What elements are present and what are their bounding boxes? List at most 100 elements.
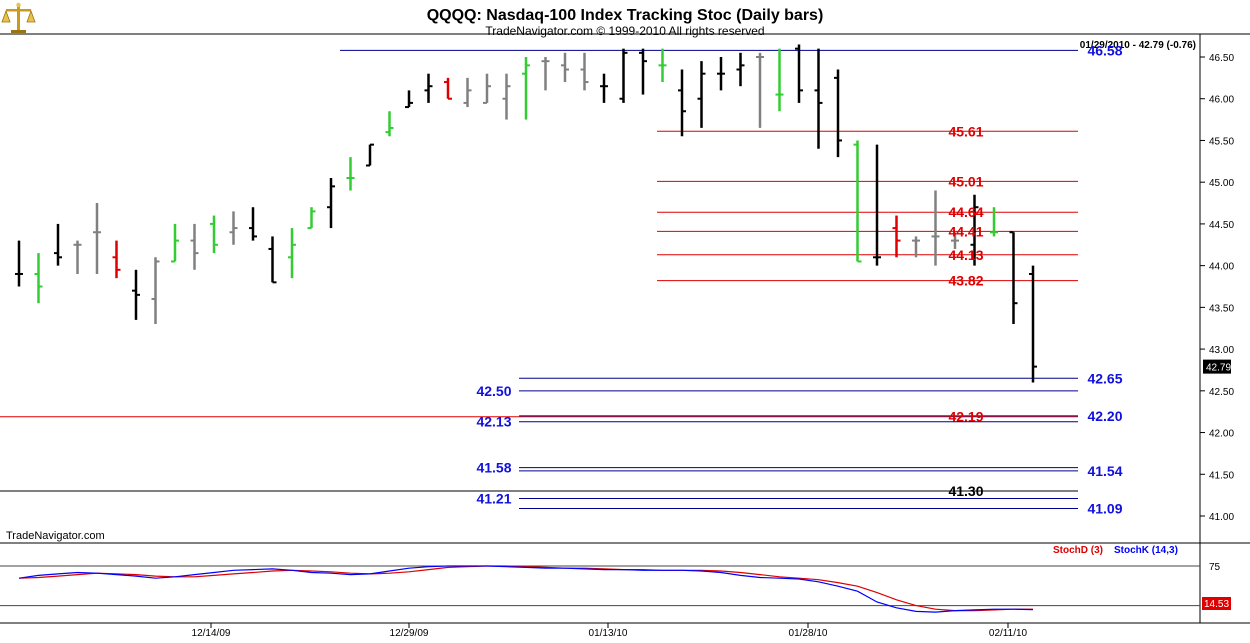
ohlc-bar bbox=[93, 203, 101, 274]
ohlc-bar bbox=[834, 69, 842, 158]
ohlc-bar bbox=[717, 57, 725, 91]
level-label: 41.54 bbox=[1087, 463, 1122, 479]
level-label: 44.13 bbox=[948, 247, 983, 263]
balance-scale-logo-icon bbox=[1, 2, 36, 33]
watermark: TradeNavigator.com bbox=[6, 530, 105, 542]
ohlc-bar bbox=[210, 215, 218, 254]
level-label: 43.82 bbox=[948, 273, 983, 289]
y-tick-label: 45.50 bbox=[1209, 136, 1234, 147]
stoch-value-label: 14.53 bbox=[1204, 599, 1229, 610]
x-tick-label: 01/28/10 bbox=[789, 628, 828, 639]
ohlc-bar bbox=[541, 57, 550, 91]
ohlc-bar bbox=[639, 48, 647, 95]
ohlc-bar bbox=[990, 207, 998, 237]
ohlc-bar bbox=[970, 194, 979, 266]
ohlc-bar bbox=[15, 240, 23, 287]
ohlc-bar bbox=[346, 157, 355, 191]
ohlc-bar bbox=[873, 144, 881, 266]
y-tick-label: 41.00 bbox=[1209, 512, 1234, 523]
y-tick-label: 44.50 bbox=[1209, 220, 1234, 231]
ohlc-bar bbox=[619, 48, 628, 103]
level-label: 41.09 bbox=[1087, 500, 1122, 516]
y-tick-label: 46.50 bbox=[1209, 53, 1234, 64]
ohlc-bar bbox=[268, 236, 277, 284]
ohlc-bar bbox=[463, 77, 472, 108]
level-label: 41.21 bbox=[476, 490, 511, 506]
level-label: 41.58 bbox=[476, 460, 511, 476]
ohlc-bar bbox=[502, 73, 511, 120]
current-price-label: 42.79 bbox=[1206, 363, 1231, 374]
x-tick-label: 01/13/10 bbox=[589, 628, 628, 639]
ohlc-bar bbox=[892, 215, 901, 258]
level-label: 42.19 bbox=[948, 409, 983, 425]
ohlc-bar bbox=[190, 223, 199, 270]
stoch-level-label: 75 bbox=[1209, 562, 1221, 573]
chart-subtitle: TradeNavigator.com © 1999-2010 All right… bbox=[485, 24, 764, 38]
level-label: 42.13 bbox=[476, 414, 511, 430]
ohlc-bar bbox=[405, 90, 413, 109]
x-tick-label: 12/14/09 bbox=[192, 628, 231, 639]
last-bar-info: 01/29/2010 - 42.79 (-0.76) bbox=[1080, 40, 1196, 51]
level-label: 45.61 bbox=[948, 123, 983, 139]
y-tick-label: 41.50 bbox=[1209, 470, 1234, 481]
ohlc-bar bbox=[697, 61, 706, 128]
chart-title: QQQQ: Nasdaq-100 Index Tracking Stoc (Da… bbox=[427, 7, 824, 24]
ohlc-bar bbox=[580, 52, 589, 91]
ohlc-bar bbox=[385, 111, 394, 137]
ohlc-bar bbox=[775, 48, 784, 112]
level-label: 46.58 bbox=[1087, 42, 1122, 58]
y-tick-label: 42.00 bbox=[1209, 429, 1234, 440]
y-tick-label: 46.00 bbox=[1209, 95, 1234, 106]
y-tick-label: 43.50 bbox=[1209, 303, 1234, 314]
ohlc-bar bbox=[54, 223, 62, 266]
ohlc-bar bbox=[112, 240, 121, 279]
x-tick-label: 02/11/10 bbox=[989, 628, 1028, 639]
ohlc-bar bbox=[34, 253, 43, 304]
ohlc-bar bbox=[327, 178, 335, 229]
y-tick-label: 43.00 bbox=[1209, 345, 1234, 356]
ohlc-bar bbox=[288, 228, 296, 279]
ohlc-bar bbox=[249, 207, 257, 241]
ohlc-bar bbox=[171, 223, 179, 263]
level-label: 45.01 bbox=[948, 173, 983, 189]
ohlc-bar bbox=[424, 73, 433, 103]
stoch-value-box bbox=[1202, 597, 1231, 610]
ohlc-bar bbox=[931, 190, 940, 266]
ohlc-bar bbox=[853, 140, 862, 263]
stoch-k-legend: StochK (14,3) bbox=[1114, 545, 1178, 556]
stoch-d-line bbox=[18, 565, 1033, 612]
ohlc-bar bbox=[658, 48, 667, 83]
ohlc-bar bbox=[795, 44, 803, 103]
level-label: 44.41 bbox=[948, 223, 983, 239]
ohlc-bar bbox=[132, 269, 140, 320]
ohlc-bar bbox=[151, 257, 160, 325]
y-tick-label: 44.00 bbox=[1209, 262, 1234, 273]
y-tick-label: 45.00 bbox=[1209, 178, 1234, 189]
level-label: 42.20 bbox=[1087, 408, 1122, 424]
ohlc-bar bbox=[1009, 231, 1018, 325]
y-tick-label: 42.50 bbox=[1209, 387, 1234, 398]
ohlc-bar bbox=[229, 211, 238, 245]
ohlc-bar bbox=[600, 73, 608, 103]
ohlc-bar bbox=[483, 73, 491, 104]
ohlc-bar bbox=[756, 52, 764, 128]
level-label: 41.30 bbox=[948, 483, 983, 499]
level-label: 44.64 bbox=[948, 204, 983, 220]
stoch-k-line bbox=[18, 565, 1034, 613]
ohlc-bar bbox=[444, 77, 452, 100]
ohlc-bar bbox=[307, 207, 316, 230]
ohlc-bar bbox=[814, 48, 823, 149]
ohlc-bar bbox=[73, 240, 82, 274]
ohlc-bar bbox=[561, 52, 569, 83]
ohlc-bar bbox=[912, 236, 920, 258]
level-label: 42.65 bbox=[1087, 370, 1122, 386]
level-label: 42.50 bbox=[476, 383, 511, 399]
ohlc-bar bbox=[951, 232, 959, 249]
ohlc-bar bbox=[1029, 265, 1037, 383]
ohlc-bar bbox=[366, 143, 374, 167]
ohlc-bar bbox=[522, 57, 530, 120]
current-price-box bbox=[1203, 359, 1231, 374]
ohlc-bar bbox=[736, 52, 745, 87]
